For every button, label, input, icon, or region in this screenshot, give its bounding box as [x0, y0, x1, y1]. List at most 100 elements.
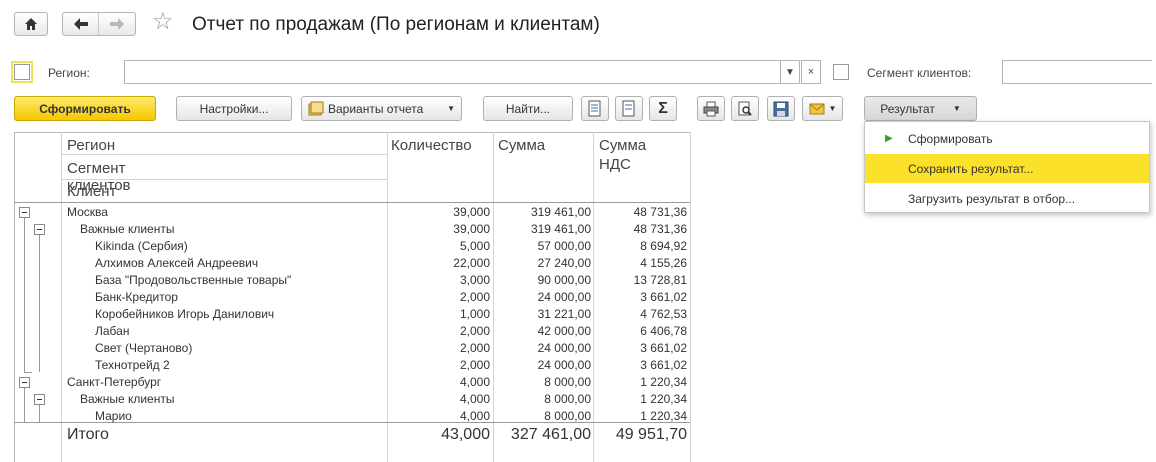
- total-row: Итого 43,000 327 461,00 49 951,70: [14, 424, 690, 446]
- row-vat: 6 406,78: [640, 324, 687, 338]
- row-qty: 2,000: [459, 290, 490, 304]
- row-vat: 4 762,53: [640, 307, 687, 321]
- menu-item-save-result[interactable]: Сохранить результат...: [865, 154, 1149, 183]
- arrow-right-icon: [110, 18, 124, 30]
- send-email-button[interactable]: ▼: [802, 96, 843, 121]
- menu-item-label: Сохранить результат...: [908, 161, 1034, 176]
- table-row[interactable]: Важные клиенты 39,000 319 461,00 48 731,36: [14, 221, 690, 238]
- collapse-toggle-icon[interactable]: [34, 394, 45, 405]
- table-row[interactable]: Лабан 2,000 42 000,00 6 406,78: [14, 323, 690, 340]
- generate-button-label: Сформировать: [39, 101, 131, 116]
- region-input[interactable]: [124, 60, 781, 84]
- row-qty: 39,000: [453, 205, 490, 219]
- row-qty: 4,000: [459, 409, 490, 423]
- expand-groups-button[interactable]: [581, 96, 609, 121]
- table-row[interactable]: Свет (Чертаново) 2,000 24 000,00 3 661,02: [14, 340, 690, 357]
- row-sum: 319 461,00: [530, 222, 591, 236]
- save-button[interactable]: [767, 96, 795, 121]
- row-vat: 1 220,34: [640, 392, 687, 406]
- table-row[interactable]: Банк-Кредитор 2,000 24 000,00 3 661,02: [14, 289, 690, 306]
- report-variants-label: Варианты отчета: [328, 101, 424, 116]
- print-button[interactable]: [697, 96, 725, 121]
- row-name: Алхимов Алексей Андреевич: [95, 256, 259, 270]
- total-label: Итого: [67, 426, 109, 443]
- report-variants-button[interactable]: Варианты отчета ▼: [301, 96, 462, 121]
- find-button[interactable]: Найти...: [483, 96, 573, 121]
- collapse-toggle-icon[interactable]: [19, 207, 30, 218]
- segment-input[interactable]: [1002, 60, 1152, 84]
- row-vat: 8 694,92: [640, 239, 687, 253]
- row-vat: 3 661,02: [640, 341, 687, 355]
- grid-line: [61, 132, 62, 462]
- row-name: Технотрейд 2: [95, 358, 170, 372]
- row-sum: 24 000,00: [537, 358, 591, 372]
- favorite-star-icon[interactable]: ☆: [152, 8, 174, 35]
- header-client: Клиент: [67, 183, 117, 200]
- table-row[interactable]: Технотрейд 2 2,000 24 000,00 3 661,02: [14, 357, 690, 374]
- row-qty: 2,000: [459, 341, 490, 355]
- row-qty: 22,000: [453, 256, 490, 270]
- row-sum: 57 000,00: [537, 239, 591, 253]
- row-name: Kikinda (Сербия): [95, 239, 188, 253]
- row-name: Санкт-Петербург: [67, 375, 162, 389]
- grid-line: [690, 132, 691, 462]
- table-row[interactable]: Санкт-Петербург 4,000 8 000,00 1 220,34: [14, 374, 690, 391]
- result-button[interactable]: Результат ▼: [864, 96, 977, 121]
- header-top-border: [14, 132, 690, 133]
- row-vat: 48 731,36: [633, 222, 687, 236]
- table-row[interactable]: Москва 39,000 319 461,00 48 731,36: [14, 204, 690, 221]
- forward-button[interactable]: [99, 13, 135, 35]
- collapse-toggle-icon[interactable]: [34, 224, 45, 235]
- bottom-left-edge: [61, 444, 62, 462]
- grid-line: [593, 132, 594, 462]
- row-name: Важные клиенты: [80, 222, 175, 236]
- grid-left-border: [14, 132, 15, 462]
- menu-item-label: Загрузить результат в отбор...: [908, 191, 1076, 206]
- row-qty: 2,000: [459, 358, 490, 372]
- generate-button[interactable]: Сформировать: [14, 96, 156, 121]
- row-sum: 27 240,00: [537, 256, 591, 270]
- row-name: Марио: [95, 409, 132, 423]
- table-row[interactable]: Kikinda (Сербия) 5,000 57 000,00 8 694,92: [14, 238, 690, 255]
- total-top-border: [14, 422, 690, 423]
- sigma-icon: Σ: [658, 99, 668, 117]
- grid-line: [387, 132, 388, 462]
- tree-guide: [24, 372, 32, 373]
- region-filter-checkbox[interactable]: [11, 61, 33, 83]
- segment-filter-checkbox[interactable]: [833, 64, 849, 80]
- tree-guide: [24, 216, 25, 372]
- report-variants-icon: [308, 101, 324, 115]
- close-icon: ×: [807, 66, 815, 78]
- region-label: Регион:: [48, 66, 90, 80]
- table-row[interactable]: Марио 4,000 8 000,00 1 220,34: [14, 408, 690, 425]
- tree-guide: [39, 233, 40, 372]
- table-row[interactable]: Важные клиенты 4,000 8 000,00 1 220,34: [14, 391, 690, 408]
- header-region: Регион: [67, 137, 116, 154]
- home-button[interactable]: [14, 12, 48, 36]
- menu-item-load-result[interactable]: Загрузить результат в отбор...: [865, 184, 1149, 213]
- back-button[interactable]: [63, 13, 99, 35]
- grid-line: [61, 154, 387, 155]
- collapse-groups-button[interactable]: [615, 96, 643, 121]
- total-qty: 43,000: [441, 426, 490, 443]
- row-qty: 4,000: [459, 392, 490, 406]
- tree-guide: [39, 403, 40, 422]
- expand-groups-icon: [588, 100, 601, 116]
- table-row[interactable]: База "Продовольственные товары" 3,000 90 0…: [14, 272, 690, 289]
- menu-item-generate[interactable]: ▶ Сформировать: [865, 124, 1149, 153]
- table-row[interactable]: Коробейников Игорь Данилович 1,000 31 221,…: [14, 306, 690, 323]
- row-sum: 319 461,00: [530, 205, 591, 219]
- row-name: Свет (Чертаново): [95, 341, 193, 355]
- collapse-toggle-icon[interactable]: [19, 377, 30, 388]
- result-button-label: Результат: [880, 101, 935, 116]
- region-clear-button[interactable]: ×: [801, 60, 821, 84]
- header-segment: Сегмент клиентов: [67, 160, 131, 194]
- region-dropdown-button[interactable]: ▼: [780, 60, 800, 84]
- settings-button[interactable]: Настройки...: [176, 96, 292, 121]
- grid-line: [61, 179, 387, 180]
- floppy-disk-icon: [773, 101, 789, 116]
- table-row[interactable]: Алхимов Алексей Андреевич 22,000 27 240,00…: [14, 255, 690, 272]
- sum-button[interactable]: Σ: [649, 96, 677, 121]
- preview-button[interactable]: [731, 96, 759, 121]
- row-qty: 5,000: [459, 239, 490, 253]
